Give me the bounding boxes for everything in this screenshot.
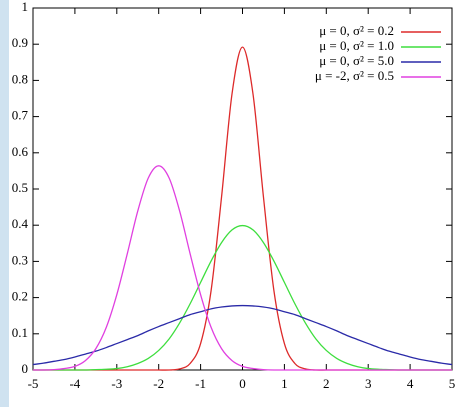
legend-label: μ = 0, σ² = 1.0 <box>319 38 394 53</box>
series-line <box>32 304 453 366</box>
y-tick-label: 1 <box>22 0 29 14</box>
x-tick-label: 4 <box>407 376 414 391</box>
legend-label: μ = -2, σ² = 0.5 <box>315 68 394 83</box>
y-tick-label: 0.3 <box>12 252 28 267</box>
series-line <box>32 46 452 371</box>
y-tick-label: 0.2 <box>12 289 28 304</box>
x-tick-label: 3 <box>365 376 372 391</box>
x-tick-label: 5 <box>449 376 456 391</box>
series-line <box>32 165 452 371</box>
y-tick-label: 0.6 <box>12 144 29 159</box>
y-tick-label: 0 <box>22 361 29 376</box>
legend-label: μ = 0, σ² = 5.0 <box>319 53 394 68</box>
y-tick-label: 0.1 <box>12 325 28 340</box>
y-tick-label: 0.7 <box>12 108 29 123</box>
window-edge <box>0 0 9 407</box>
y-tick-label: 0.5 <box>12 180 28 195</box>
legend-label: μ = 0, σ² = 0.2 <box>319 23 394 38</box>
y-tick-label: 0.9 <box>12 35 28 50</box>
x-tick-label: -2 <box>153 376 164 391</box>
y-tick-label: 0.8 <box>12 71 28 86</box>
x-tick-label: -1 <box>195 376 206 391</box>
x-tick-label: -3 <box>111 376 122 391</box>
y-tick-label: 0.4 <box>12 216 29 231</box>
x-tick-label: 2 <box>323 376 330 391</box>
x-tick-label: -5 <box>28 376 39 391</box>
x-tick-label: 1 <box>281 376 288 391</box>
x-tick-label: -4 <box>69 376 80 391</box>
x-tick-label: 0 <box>239 376 246 391</box>
